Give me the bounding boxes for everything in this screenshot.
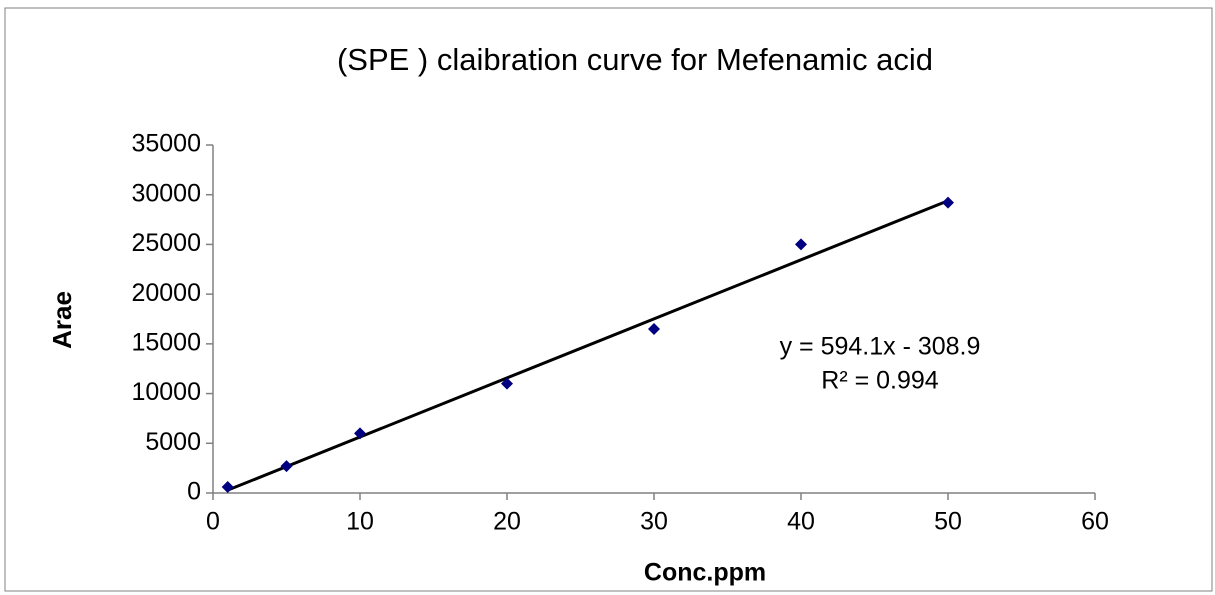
y-tick-label: 10000 xyxy=(131,378,201,406)
y-tick-label: 30000 xyxy=(131,179,201,207)
data-point xyxy=(942,196,954,209)
data-point xyxy=(501,377,513,390)
data-point xyxy=(221,481,234,494)
x-tick-label: 10 xyxy=(346,508,374,536)
data-point xyxy=(280,460,293,473)
trendline xyxy=(227,199,949,492)
x-tick-label: 40 xyxy=(787,508,815,536)
x-axis-label: Conc.ppm xyxy=(644,559,766,587)
data-point xyxy=(648,322,660,335)
equation-label: y = 594.1x - 308.9 xyxy=(780,333,981,361)
chart-border xyxy=(4,7,1213,592)
y-axis-label: Arae xyxy=(47,291,77,349)
x-tick-label: 20 xyxy=(493,508,521,536)
y-tick-label: 0 xyxy=(187,478,201,506)
x-tick-label: 50 xyxy=(934,508,962,536)
y-tick-label: 35000 xyxy=(131,130,201,158)
x-tick-label: 60 xyxy=(1081,508,1109,536)
x-tick-label: 0 xyxy=(206,508,220,536)
data-point xyxy=(795,238,807,251)
x-tick-label: 30 xyxy=(640,508,668,536)
data-point xyxy=(354,427,366,440)
chart-title: (SPE ) claibration curve for Mefenamic a… xyxy=(337,42,933,77)
r-squared-label: R² = 0.994 xyxy=(821,367,939,395)
y-tick-label: 5000 xyxy=(145,428,201,456)
y-tick-label: 20000 xyxy=(131,279,201,307)
y-tick-label: 15000 xyxy=(131,328,201,356)
y-tick-label: 25000 xyxy=(131,229,201,257)
